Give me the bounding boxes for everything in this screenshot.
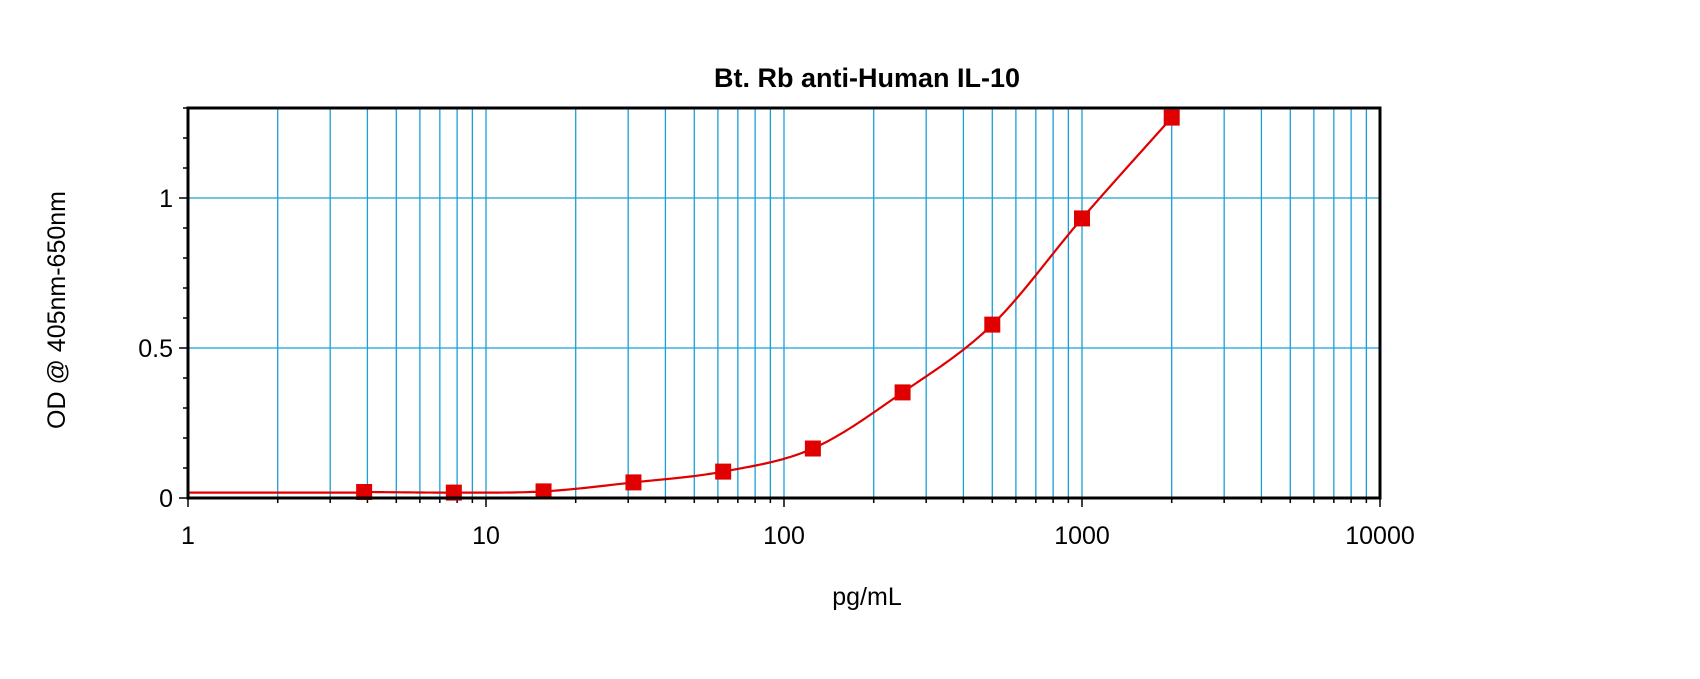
y-axis-label: OD @ 405nm-650nm xyxy=(43,191,71,429)
data-point xyxy=(535,483,552,500)
y-tick-label: 1 xyxy=(159,185,173,213)
data-point xyxy=(1163,109,1180,126)
data-point xyxy=(894,384,911,401)
axis-ticks xyxy=(179,107,1381,507)
y-tick-label: 0.5 xyxy=(138,335,173,363)
chart-title: Bt. Rb anti-Human IL-10 xyxy=(714,63,1020,93)
data-point xyxy=(1074,210,1090,227)
data-point xyxy=(984,316,1001,333)
data-point xyxy=(715,463,732,480)
data-point xyxy=(625,474,642,491)
data-point xyxy=(356,484,373,500)
tick-labels: 1 10 100 1000 10000 0 0.5 1 xyxy=(138,185,1415,550)
x-tick-label: 10 xyxy=(472,522,500,550)
x-tick-label: 1000 xyxy=(1054,522,1110,550)
fit-line xyxy=(188,116,1173,494)
x-tick-label: 100 xyxy=(763,522,805,550)
data-points xyxy=(356,109,1180,501)
x-axis-label: pg/mL xyxy=(832,583,902,611)
x-tick-label: 10000 xyxy=(1345,522,1415,550)
grid xyxy=(188,108,1380,498)
x-tick-label: 1 xyxy=(181,522,195,550)
fit-curve xyxy=(188,116,1173,494)
y-tick-label: 0 xyxy=(159,485,173,513)
data-point xyxy=(804,440,821,457)
plot-frame xyxy=(186,106,1382,500)
